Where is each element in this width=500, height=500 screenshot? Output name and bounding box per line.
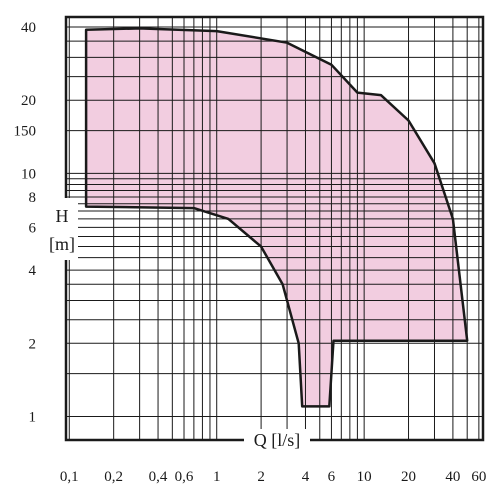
y-tick-label: 40 bbox=[21, 20, 36, 36]
y-tick-label: 1 bbox=[29, 409, 37, 425]
x-tick-label: 4 bbox=[302, 469, 310, 485]
y-axis-title-background bbox=[42, 198, 78, 260]
operating-region bbox=[84, 27, 469, 408]
x-tick-label: 10 bbox=[357, 469, 372, 485]
y-tick-label: 4 bbox=[29, 263, 37, 279]
x-axis-title-background bbox=[244, 429, 310, 451]
y-tick-label: 150 bbox=[14, 124, 37, 140]
x-tick-label: 1 bbox=[213, 469, 221, 485]
y-tick-label: 2 bbox=[29, 336, 37, 352]
x-axis-title: Q [l/s] bbox=[254, 430, 301, 450]
x-tick-label: 2 bbox=[257, 469, 265, 485]
x-tick-label: 6 bbox=[328, 469, 336, 485]
x-tick-label: 0,2 bbox=[104, 469, 123, 485]
x-tick-label: 0,4 bbox=[149, 469, 168, 485]
y-axis-title-symbol: H bbox=[56, 206, 69, 226]
x-tick-label: 0,1 bbox=[60, 469, 79, 485]
operating-region-layer bbox=[84, 27, 469, 408]
y-axis-title-unit: [m] bbox=[49, 234, 75, 254]
y-tick-labels: 1 2 4 6 8 10 150 20 40 bbox=[14, 20, 37, 425]
y-tick-label: 8 bbox=[29, 190, 37, 206]
x-tick-label: 40 bbox=[445, 469, 460, 485]
y-tick-label: 20 bbox=[21, 93, 36, 109]
y-tick-label: 10 bbox=[21, 166, 36, 182]
x-tick-label: 20 bbox=[401, 469, 416, 485]
x-tick-label: 60 bbox=[471, 469, 486, 485]
y-tick-label: 6 bbox=[29, 220, 37, 236]
x-tick-label: 0,6 bbox=[175, 469, 194, 485]
x-tick-labels: 0,1 0,2 0,4 0,6 1 2 4 6 10 20 40 60 bbox=[60, 469, 486, 485]
grid-layer bbox=[66, 17, 483, 440]
